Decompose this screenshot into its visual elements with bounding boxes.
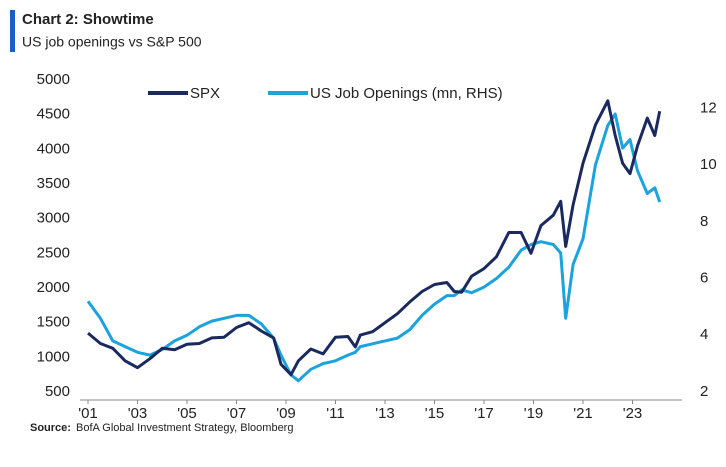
y2-tick-label: 12 — [700, 99, 717, 116]
series-line — [86, 112, 662, 383]
y2-tick-label: 8 — [700, 213, 708, 230]
chart-title: Chart 2: Showtime — [22, 11, 154, 28]
source-label: Source: — [30, 422, 71, 434]
y2-tick-label: 2 — [700, 383, 708, 400]
title-bar — [10, 10, 15, 52]
y-tick-label: 2500 — [37, 244, 70, 261]
y-tick-label: 500 — [45, 383, 70, 400]
x-tick-label: '11 — [326, 405, 344, 422]
y-tick-label: 3500 — [37, 175, 70, 192]
x-tick-label: '09 — [276, 405, 296, 422]
x-tick-label: '01 — [78, 405, 98, 422]
x-tick-label: '23 — [623, 405, 643, 422]
chart-subtitle: US job openings vs S&P 500 — [22, 34, 202, 50]
x-tick-label: '05 — [177, 405, 197, 422]
y2-tick-label: 4 — [700, 326, 708, 343]
legend-label: US Job Openings (mn, RHS) — [310, 85, 503, 102]
x-tick-label: '19 — [524, 405, 544, 422]
y-tick-label: 1000 — [37, 348, 70, 365]
y2-tick-label: 6 — [700, 270, 708, 287]
y-tick-label: 3000 — [37, 210, 70, 227]
y2-tick-label: 10 — [700, 156, 717, 173]
x-tick-label: '21 — [573, 405, 593, 422]
legend-label: SPX — [190, 85, 220, 102]
source-text: BofA Global Investment Strategy, Bloombe… — [76, 422, 293, 434]
x-tick-label: '15 — [425, 405, 445, 422]
y-tick-label: 2000 — [37, 279, 70, 296]
y-tick-label: 5000 — [37, 71, 70, 88]
x-tick-label: '17 — [474, 405, 494, 422]
y-tick-label: 1500 — [37, 314, 70, 331]
y-tick-label: 4000 — [37, 140, 70, 157]
x-tick-label: '07 — [227, 405, 247, 422]
y-tick-label: 4500 — [37, 106, 70, 123]
x-tick-label: '13 — [375, 405, 395, 422]
series-line — [87, 99, 662, 377]
x-tick-label: '03 — [128, 405, 148, 422]
